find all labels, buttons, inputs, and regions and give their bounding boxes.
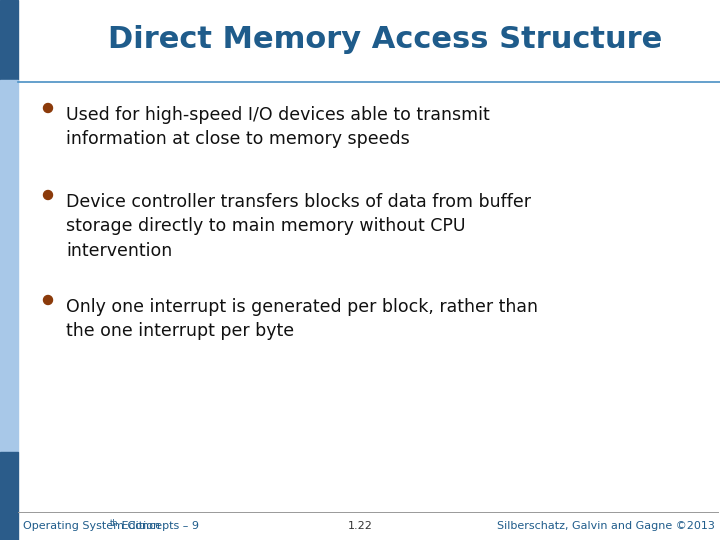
Text: Only one interrupt is generated per block, rather than
the one interrupt per byt: Only one interrupt is generated per bloc… [66,298,538,340]
Text: Device controller transfers blocks of data from buffer
storage directly to main : Device controller transfers blocks of da… [66,193,531,260]
Text: Edition: Edition [118,521,160,531]
Bar [18,0,720,80]
Text: Direct Memory Access Structure: Direct Memory Access Structure [108,25,662,55]
Circle shape [43,191,53,199]
Bar [0,80,18,452]
Circle shape [43,295,53,305]
Bar [0,0,18,80]
Bar [0,452,18,540]
Text: 1.22: 1.22 [348,521,372,531]
Text: th: th [110,518,119,528]
Text: Operating System Concepts – 9: Operating System Concepts – 9 [23,521,199,531]
Text: Used for high-speed I/O devices able to transmit
information at close to memory : Used for high-speed I/O devices able to … [66,106,490,148]
Circle shape [43,104,53,112]
Text: Silberschatz, Galvin and Gagne ©2013: Silberschatz, Galvin and Gagne ©2013 [497,521,715,531]
